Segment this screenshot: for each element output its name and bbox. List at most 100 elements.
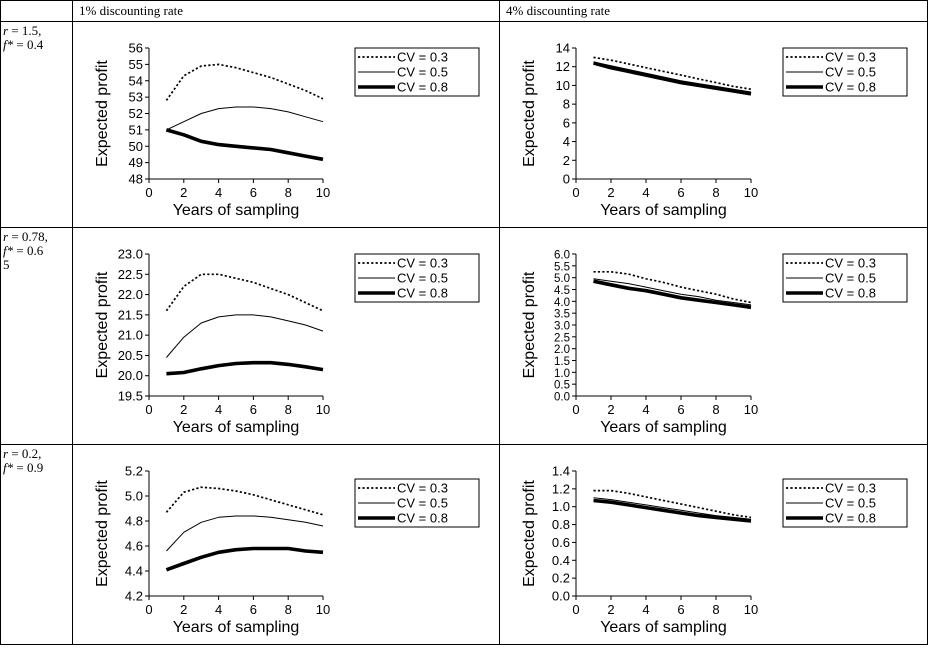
y-tick-label: 4.5 xyxy=(554,285,570,297)
series-line-03 xyxy=(593,56,752,91)
y-tick-label: 0.8 xyxy=(552,517,570,532)
x-tick-label: 2 xyxy=(180,602,187,617)
x-tick-label: 8 xyxy=(285,402,292,417)
series-line-08 xyxy=(165,546,324,572)
legend-label: CV = 0.5 xyxy=(825,271,876,286)
x-axis-title: Years of sampling xyxy=(600,419,727,436)
y-tick-label: 55 xyxy=(129,57,143,72)
y-tick-label: 51 xyxy=(129,122,143,137)
y-tick-label: 0.5 xyxy=(554,380,570,392)
y-tick-label: 19.5 xyxy=(118,389,143,404)
y-tick-label: 5.0 xyxy=(125,489,143,504)
x-tick-label: 8 xyxy=(712,185,719,200)
y-tick-label: 1.2 xyxy=(552,481,570,496)
x-axis-title: Years of sampling xyxy=(173,619,300,636)
row-parameters: r = 0.78, f* = 0.6 5 xyxy=(0,227,73,445)
param-f-symbol: f* xyxy=(3,37,14,52)
legend: CV = 0.3CV = 0.5CV = 0.8 xyxy=(354,253,480,303)
table-row: r = 0.78, f* = 0.6 5 19.5 20.0 20.5 21.0 21.… xyxy=(0,227,928,445)
table-row: r = 1.5, f* = 0.4 48 49 50 51 52 53 54 55 56 0 2 4 6… xyxy=(0,21,928,228)
y-tick-label: 5.5 xyxy=(554,261,570,273)
x-tick-label: 4 xyxy=(215,185,222,200)
y-tick-label: 1.5 xyxy=(554,356,570,368)
legend-label: CV = 0.8 xyxy=(825,511,876,526)
legend-label: CV = 0.5 xyxy=(397,65,448,80)
y-tick-label: 2.0 xyxy=(554,344,570,356)
chart-cell: 48 49 50 51 52 53 54 55 56 0 2 4 6 8 10 Years of sampli… xyxy=(72,21,500,228)
y-tick-label: 48 xyxy=(129,172,143,187)
y-tick-label: 0.0 xyxy=(554,392,570,404)
param-r-value: = 0.78, xyxy=(8,229,48,244)
figure-table: 1% discounting rate 4% discounting rate … xyxy=(0,0,928,645)
legend-label: CV = 0.3 xyxy=(397,256,448,271)
row-parameters: r = 0.2, f* = 0.9 xyxy=(0,444,73,645)
x-tick-label: 0 xyxy=(572,402,579,417)
y-tick-label: 1.0 xyxy=(552,499,570,514)
legend: CV = 0.3CV = 0.5CV = 0.8 xyxy=(782,478,908,528)
legend-label: CV = 0.3 xyxy=(825,50,876,65)
legend-label: CV = 0.3 xyxy=(825,256,876,271)
y-tick-label: 5.2 xyxy=(125,464,143,479)
x-tick-label: 10 xyxy=(744,402,758,417)
legend-label: CV = 0.3 xyxy=(397,481,448,496)
y-tick-label: 0.6 xyxy=(552,535,570,550)
series-line-05 xyxy=(593,278,752,306)
param-r-symbol: r xyxy=(3,23,9,38)
y-tick-label: 23.0 xyxy=(118,247,143,262)
x-tick-label: 8 xyxy=(712,402,719,417)
series-line-03 xyxy=(165,273,324,312)
x-tick-label: 0 xyxy=(145,402,152,417)
legend-label: CV = 0.8 xyxy=(825,80,876,95)
series-line-05 xyxy=(166,314,324,358)
x-tick-label: 8 xyxy=(285,602,292,617)
legend-label: CV = 0.5 xyxy=(825,496,876,511)
y-axis-title: Expected profit xyxy=(94,60,111,167)
legend: CV = 0.3CV = 0.5CV = 0.8 xyxy=(782,253,908,303)
y-tick-label: 56 xyxy=(129,41,143,56)
legend: CV = 0.3CV = 0.5CV = 0.8 xyxy=(782,47,908,97)
y-axis-title: Expected profit xyxy=(521,271,538,378)
chart-cell: 0.0 0.2 0.4 0.6 0.8 1.0 1.2 1.4 0 2 4 6 8 10 Years of … xyxy=(499,444,928,645)
y-tick-label: 21.0 xyxy=(118,328,143,343)
series-line-05 xyxy=(593,497,752,520)
x-tick-label: 6 xyxy=(250,402,257,417)
x-tick-label: 4 xyxy=(215,602,222,617)
y-tick-label: 1.4 xyxy=(552,464,570,479)
x-tick-label: 2 xyxy=(180,185,187,200)
series-line-08 xyxy=(165,128,324,162)
y-tick-label: 22.5 xyxy=(118,267,143,282)
series-line-08 xyxy=(593,61,752,96)
series-line-03 xyxy=(593,489,752,519)
x-axis-title: Years of sampling xyxy=(600,202,727,219)
x-tick-label: 10 xyxy=(316,185,330,200)
line-chart: 0.00.51.01.52.02.53.03.54.04.55.05.56.0 0… xyxy=(521,250,908,436)
param-r-value: = 0.2, xyxy=(8,446,42,461)
y-tick-label: 5.0 xyxy=(554,273,570,285)
x-tick-label: 8 xyxy=(285,185,292,200)
x-tick-label: 6 xyxy=(677,185,684,200)
x-tick-label: 0 xyxy=(572,185,579,200)
x-axis-title: Years of sampling xyxy=(173,419,300,436)
y-tick-label: 54 xyxy=(129,73,143,88)
chart-cell: 19.5 20.0 20.5 21.0 21.5 22.0 22.5 23.0 0 2 4 6 8 10 Y… xyxy=(72,227,500,445)
y-tick-label: 10 xyxy=(556,78,570,93)
y-tick-label: 4.4 xyxy=(125,564,143,579)
column-header-4pct: 4% discounting rate xyxy=(499,0,928,22)
y-tick-label: 20.5 xyxy=(118,348,143,363)
y-tick-label: 4.2 xyxy=(125,589,143,604)
series-line-05 xyxy=(593,61,752,93)
y-tick-label: 50 xyxy=(129,139,143,154)
y-tick-label: 0.0 xyxy=(552,589,570,604)
y-tick-label: 22.0 xyxy=(118,287,143,302)
x-tick-label: 2 xyxy=(607,602,614,617)
line-chart: 19.5 20.0 20.5 21.0 21.5 22.0 22.5 23.0 0 2 4 6 8 10 Y… xyxy=(94,247,480,436)
param-f-symbol: f* xyxy=(3,243,14,258)
x-tick-label: 4 xyxy=(642,402,649,417)
line-chart: 4.2 4.4 4.6 4.8 5.0 5.2 0 2 4 6 8 10 Years of sampli… xyxy=(94,464,480,636)
x-tick-label: 4 xyxy=(215,402,222,417)
y-tick-label: 49 xyxy=(129,155,143,170)
y-axis-title: Expected profit xyxy=(94,480,111,587)
y-tick-label: 8 xyxy=(563,97,570,112)
header-row: 1% discounting rate 4% discounting rate xyxy=(0,0,928,22)
